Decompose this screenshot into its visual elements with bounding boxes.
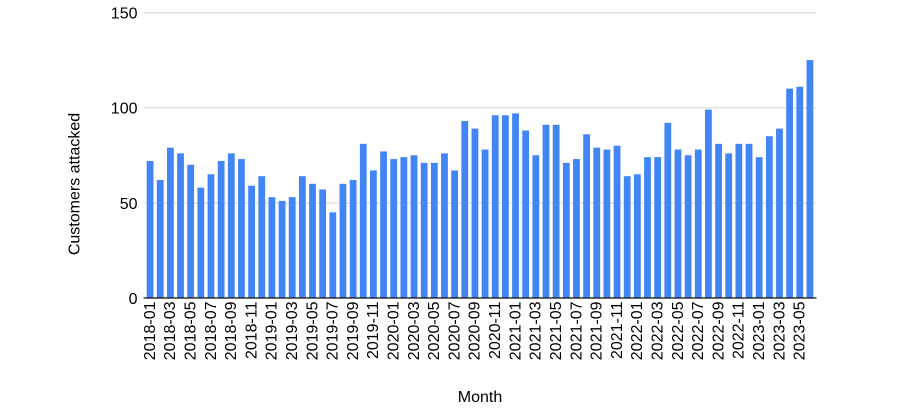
svg-text:2018-05: 2018-05 bbox=[182, 301, 199, 360]
svg-text:2018-01: 2018-01 bbox=[142, 301, 159, 360]
svg-text:2020-01: 2020-01 bbox=[386, 301, 403, 360]
svg-text:2020-05: 2020-05 bbox=[426, 301, 443, 360]
svg-text:Customers attacked: Customers attacked bbox=[66, 113, 83, 255]
svg-text:2019-11: 2019-11 bbox=[365, 301, 382, 359]
svg-text:2022-05: 2022-05 bbox=[670, 301, 687, 360]
svg-text:2021-11: 2021-11 bbox=[609, 301, 626, 359]
svg-text:2021-09: 2021-09 bbox=[589, 301, 606, 360]
svg-text:2020-07: 2020-07 bbox=[446, 301, 463, 360]
svg-text:2019-01: 2019-01 bbox=[264, 301, 281, 360]
svg-text:2018-07: 2018-07 bbox=[203, 301, 220, 360]
svg-text:2022-07: 2022-07 bbox=[690, 301, 707, 360]
svg-text:0: 0 bbox=[129, 291, 138, 308]
svg-text:2019-05: 2019-05 bbox=[304, 301, 321, 360]
svg-text:2020-09: 2020-09 bbox=[467, 301, 484, 360]
svg-text:2020-03: 2020-03 bbox=[406, 301, 423, 360]
svg-text:100: 100 bbox=[111, 101, 138, 118]
svg-text:Month: Month bbox=[458, 389, 502, 406]
svg-text:2021-03: 2021-03 bbox=[528, 301, 545, 360]
svg-text:2023-03: 2023-03 bbox=[771, 301, 788, 360]
svg-text:2019-07: 2019-07 bbox=[325, 301, 342, 360]
svg-text:2018-09: 2018-09 bbox=[223, 301, 240, 360]
svg-text:2022-09: 2022-09 bbox=[710, 301, 727, 360]
svg-text:2022-01: 2022-01 bbox=[629, 301, 646, 360]
svg-text:2021-01: 2021-01 bbox=[507, 301, 524, 360]
svg-text:2020-11: 2020-11 bbox=[487, 301, 504, 359]
svg-text:2023-05: 2023-05 bbox=[792, 301, 809, 360]
svg-text:2022-03: 2022-03 bbox=[649, 301, 666, 360]
svg-text:150: 150 bbox=[111, 5, 138, 22]
svg-text:50: 50 bbox=[120, 196, 138, 213]
svg-text:2019-09: 2019-09 bbox=[345, 301, 362, 360]
svg-text:2021-07: 2021-07 bbox=[568, 301, 585, 360]
svg-text:2018-11: 2018-11 bbox=[243, 301, 260, 359]
svg-text:2018-03: 2018-03 bbox=[162, 301, 179, 360]
svg-text:2019-03: 2019-03 bbox=[284, 301, 301, 360]
svg-text:2021-05: 2021-05 bbox=[548, 301, 565, 360]
svg-text:2022-11: 2022-11 bbox=[731, 301, 748, 359]
svg-text:2023-01: 2023-01 bbox=[751, 301, 768, 360]
